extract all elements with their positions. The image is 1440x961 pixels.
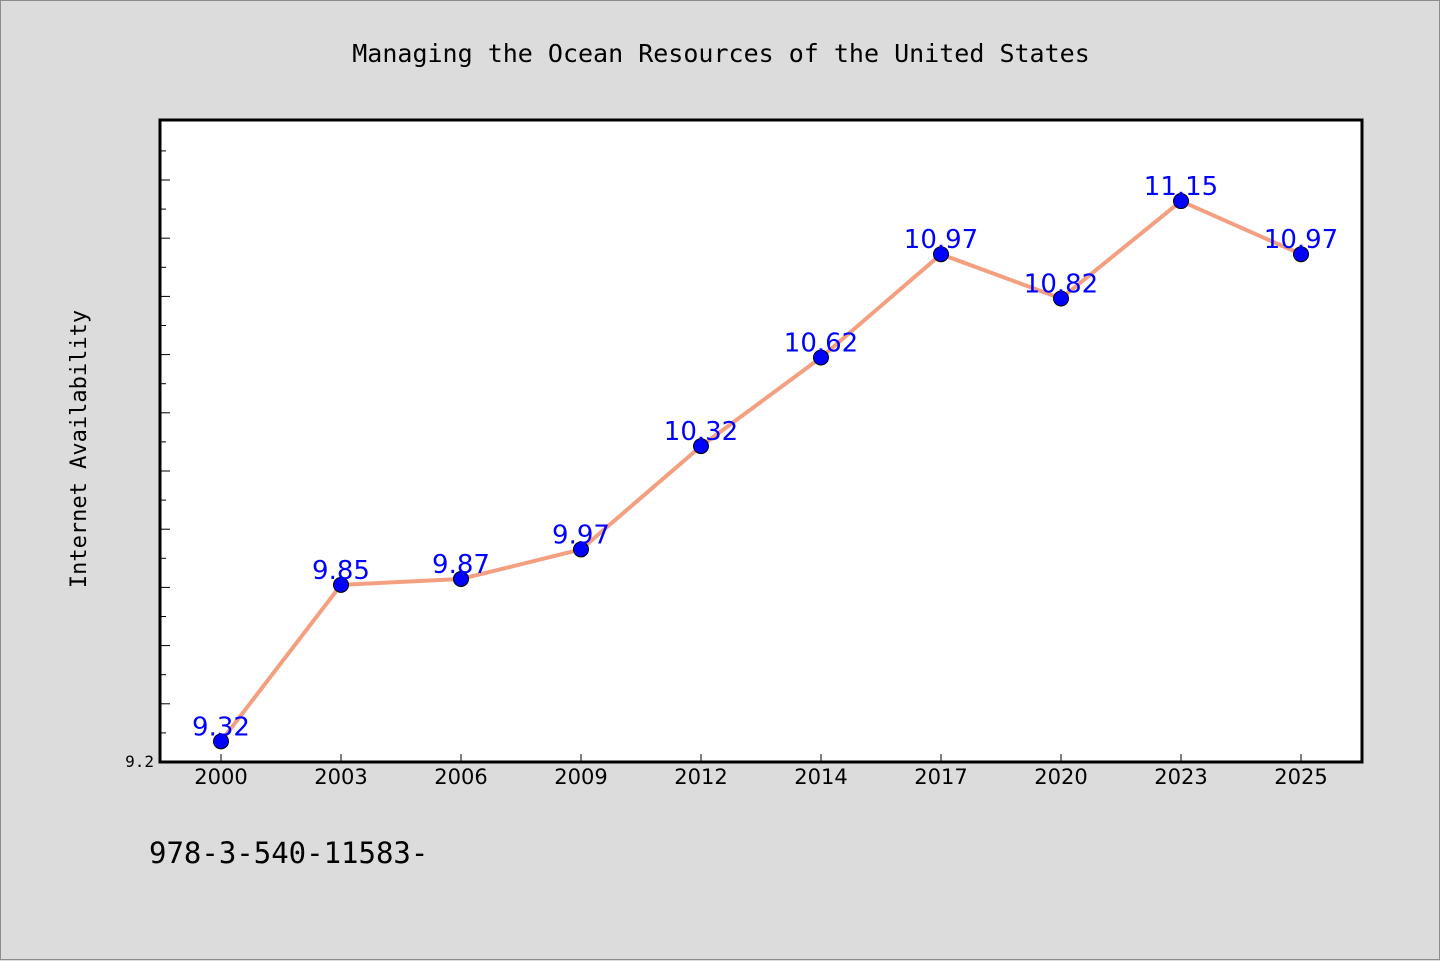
data-label: 9.85: [312, 556, 370, 586]
series-layer: [213, 193, 1309, 750]
data-label: 10.97: [1264, 225, 1338, 255]
x-tick-label: 2017: [914, 765, 967, 789]
x-tick-label: 2014: [794, 765, 847, 789]
data-point: [813, 349, 829, 366]
x-tick-label: 2003: [314, 765, 367, 789]
data-point: [933, 246, 949, 263]
data-label: 10.82: [1024, 269, 1098, 299]
x-tick-label: 2023: [1154, 765, 1207, 789]
y-tick-label: 9.2: [125, 752, 154, 771]
x-tick-label: 2009: [554, 765, 607, 789]
data-point: [1173, 193, 1189, 210]
plot-area: [158, 118, 1364, 764]
data-point: [213, 733, 229, 750]
data-point: [573, 541, 589, 558]
data-point: [693, 438, 709, 455]
chart-title: Managing the Ocean Resources of the Unit…: [352, 39, 1090, 68]
x-tick-label: 2020: [1034, 765, 1087, 789]
data-label: 9.32: [192, 712, 250, 742]
data-point: [333, 576, 349, 593]
x-tick-label: 2006: [434, 765, 487, 789]
data-label: 10.97: [904, 225, 978, 255]
data-labels: 9.32 9.85 9.87 9.97 10.32 10.62 10.97 10.82 11.1…: [192, 172, 1338, 742]
y-axis-label: Internet Availability: [67, 310, 92, 588]
data-label: 9.97: [552, 520, 610, 550]
data-point: [1293, 246, 1309, 263]
data-label: 10.32: [664, 417, 738, 447]
data-label: 11.15: [1144, 172, 1218, 202]
data-label: 10.62: [784, 329, 858, 359]
footer-code: 978-3-540-11583-: [149, 836, 428, 870]
x-tick-label: 2000: [194, 765, 247, 789]
data-point: [453, 570, 469, 587]
series-line: [219, 199, 1302, 743]
x-axis-ticks: 2000 2003 2006 2009 2012 2014 2017 2020 2023 2025: [194, 754, 1328, 789]
y-axis-ticks: 9.2: [125, 150, 170, 771]
x-tick-label: 2025: [1274, 765, 1327, 789]
x-tick-label: 2012: [674, 765, 727, 789]
data-point: [1053, 290, 1069, 307]
data-label: 9.87: [432, 550, 490, 580]
